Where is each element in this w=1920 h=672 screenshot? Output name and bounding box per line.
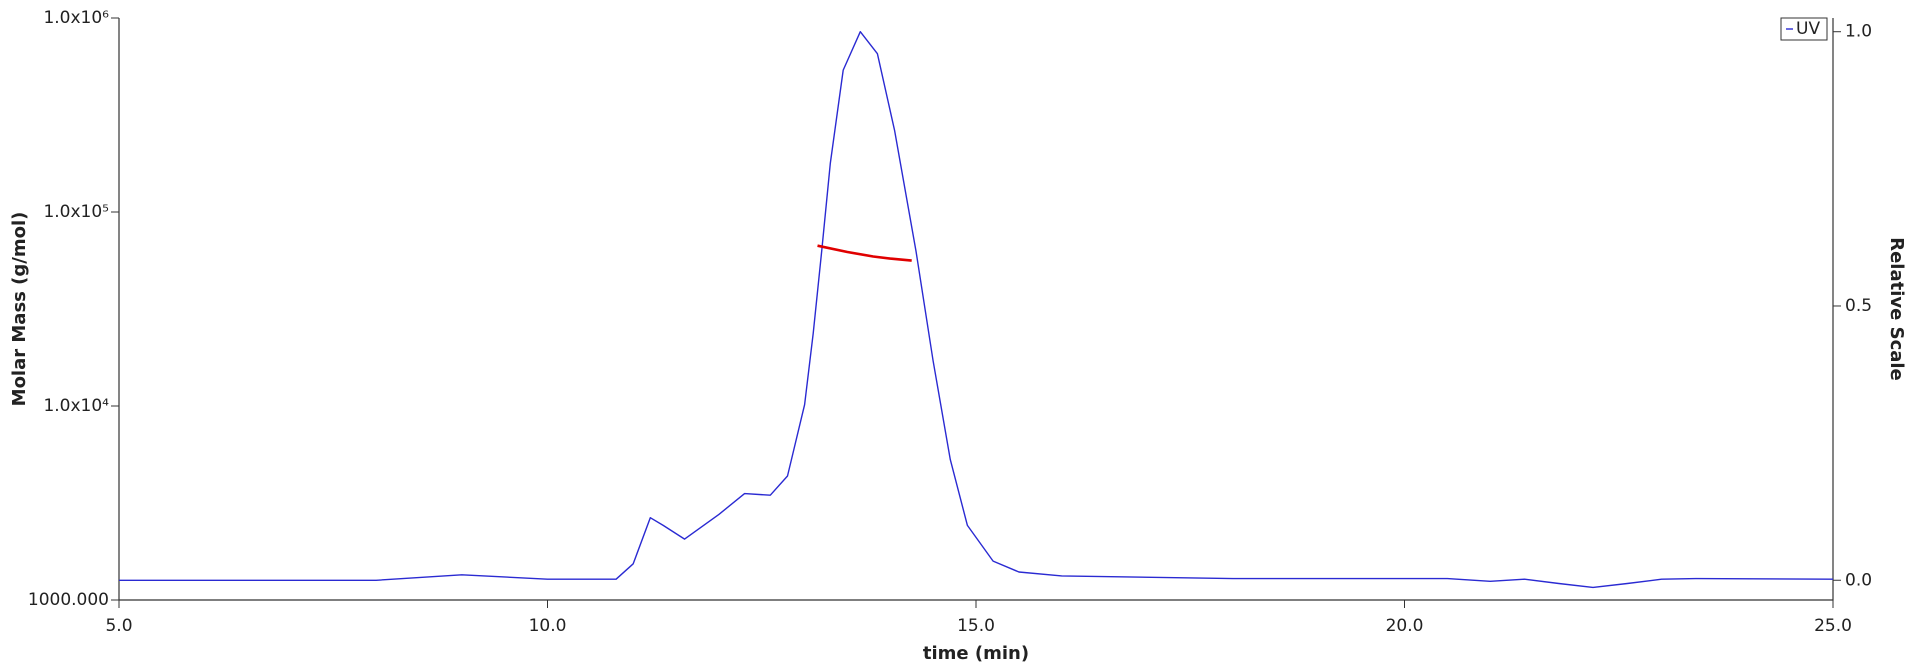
y-axis-title: Molar Mass (g/mol) [9,212,30,407]
y-tick-label: 1.0x10⁴ [43,396,109,416]
series-line [817,244,912,262]
x-tick-label: 5.0 [105,616,132,636]
y2-tick-label: 1.0 [1845,22,1872,42]
y2-tick-label: 0.5 [1845,296,1872,316]
x-tick-label: 25.0 [1814,616,1852,636]
y-tick-label: 1.0x10⁵ [43,202,109,222]
series-line [119,31,1834,589]
x-tick-label: 20.0 [1386,616,1424,636]
legend: UV [1780,17,1828,41]
y-tick-label: 1.0x10⁶ [43,8,109,28]
legend-label: UV [1796,19,1820,39]
y2-tick-label: 0.0 [1845,570,1872,590]
x-tick-label: 15.0 [957,616,995,636]
axis-frame [118,18,1834,601]
y-tick-label: 1000.000 [28,590,109,610]
y2-axis-title: Relative Scale [1886,237,1907,381]
x-axis-title: time (min) [923,643,1029,664]
legend-box [1780,17,1828,41]
x-tick-label: 10.0 [529,616,567,636]
